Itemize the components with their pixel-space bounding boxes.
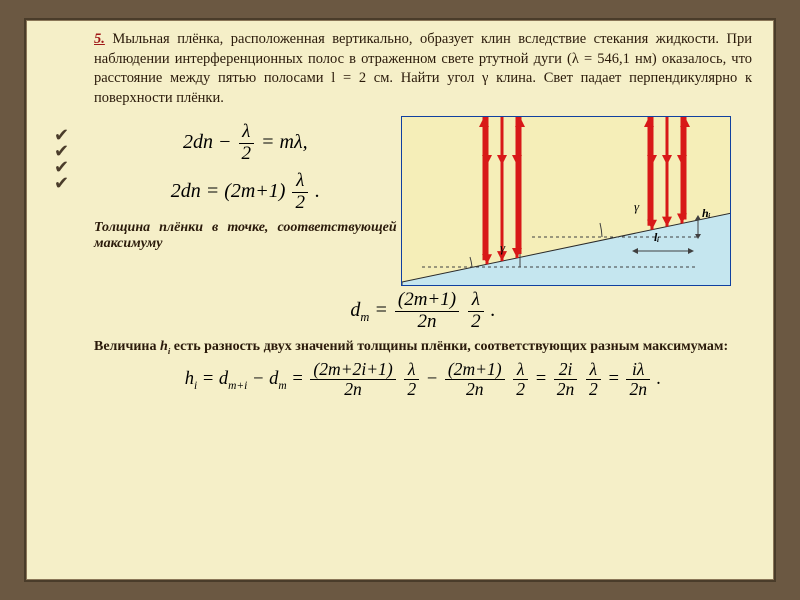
t: =: [607, 369, 624, 389]
t: =: [535, 369, 552, 389]
t: −: [426, 369, 443, 389]
decorative-checkmarks: ✔✔✔✔: [54, 128, 69, 192]
problem-number: 5.: [94, 31, 105, 47]
t: (2m+2i+1): [310, 360, 395, 380]
figure-column: γ γ hᵢ lᵢ: [397, 116, 752, 286]
t: λ: [468, 290, 484, 312]
t: 2: [404, 380, 419, 399]
t: =: [291, 369, 308, 389]
svg-text:γ: γ: [500, 240, 506, 255]
t: λ: [513, 360, 528, 380]
t: 2i: [554, 360, 578, 380]
t: m+i: [228, 380, 247, 392]
t: iλ: [626, 360, 650, 380]
svg-text:hᵢ: hᵢ: [702, 206, 711, 220]
t: 2n: [395, 312, 459, 333]
eq-line-2: 2dn = (2m+1) λ2 .: [94, 171, 397, 214]
slide-frame: ✔✔✔✔ 5. Мыльная плёнка, расположенная ве…: [0, 0, 800, 600]
problem-text: Мыльная плёнка, расположенная вертикальн…: [94, 31, 752, 106]
t: 2: [292, 193, 308, 214]
t: 2dn −: [183, 131, 232, 153]
eq-hi: hi = dm+i − dm = (2m+2i+1)2n λ2 − (2m+1)…: [94, 360, 752, 400]
t: 2: [468, 312, 484, 333]
t: 2n: [554, 380, 578, 399]
t: (2m+1): [395, 290, 459, 312]
t: = mλ,: [261, 131, 308, 153]
wedge-diagram: γ γ hᵢ lᵢ: [401, 116, 731, 286]
t: (2m+1): [445, 360, 505, 380]
caption-1: Толщина плёнки в точке, соответствующей …: [94, 220, 397, 252]
t: λ: [292, 171, 308, 193]
t: h: [185, 369, 194, 389]
t: d: [350, 299, 360, 321]
t: λ: [404, 360, 419, 380]
caption-2: Величина hi есть разность двух значений …: [94, 339, 752, 356]
t: =: [374, 299, 393, 321]
content-panel: ✔✔✔✔ 5. Мыльная плёнка, расположенная ве…: [24, 18, 776, 582]
diagram-svg: γ γ hᵢ lᵢ: [402, 117, 731, 286]
t: 2n: [310, 380, 395, 399]
t: 2dn = (2m+1): [171, 180, 286, 202]
t: 2n: [445, 380, 505, 399]
t: m: [278, 380, 286, 392]
t: h: [160, 339, 168, 354]
t: − d: [252, 369, 278, 389]
t: 2: [586, 380, 601, 399]
t: i: [194, 380, 197, 392]
t: .: [657, 369, 662, 389]
t: 2n: [626, 380, 650, 399]
initial-equations: 2dn − λ2 = mλ, 2dn = (2m+1) λ2 . Толщина…: [94, 116, 397, 252]
t: есть разность двух значений толщины плён…: [170, 339, 728, 354]
svg-text:γ: γ: [634, 199, 640, 214]
t: λ: [239, 122, 255, 144]
eq-line-1: 2dn − λ2 = mλ,: [94, 122, 397, 165]
t: Величина: [94, 339, 160, 354]
eq-dm: dm = (2m+1)2n λ2 .: [94, 290, 752, 333]
problem-statement: 5. Мыльная плёнка, расположенная вертика…: [94, 30, 752, 108]
t: = d: [202, 369, 228, 389]
t: 2: [239, 144, 255, 165]
equations-and-figure-row: 2dn − λ2 = mλ, 2dn = (2m+1) λ2 . Толщина…: [94, 116, 752, 286]
t: .: [315, 180, 320, 202]
t: 2: [513, 380, 528, 399]
svg-text:lᵢ: lᵢ: [654, 230, 659, 244]
t: λ: [586, 360, 601, 380]
t: .: [491, 299, 496, 321]
t: m: [360, 310, 369, 324]
